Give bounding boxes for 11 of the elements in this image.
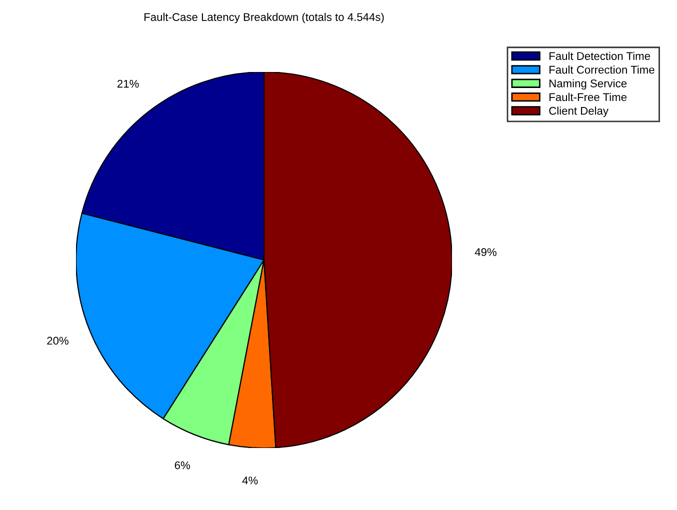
chart-title: Fault-Case Latency Breakdown (totals to 4.544s) [144, 12, 384, 24]
legend-label: Client Delay [549, 106, 608, 117]
legend-label: Naming Service [550, 79, 627, 90]
legend-label: Fault-Free Time [550, 92, 627, 102]
legend-label: Fault Correction Time [550, 66, 654, 74]
data-label: 49% [474, 248, 496, 256]
legend-label: Fault Detection Time [550, 52, 650, 60]
data-label: 6% [174, 461, 190, 470]
data-label: 20% [47, 336, 68, 345]
data-label: 21% [117, 80, 139, 88]
data-label: 4% [242, 476, 258, 484]
